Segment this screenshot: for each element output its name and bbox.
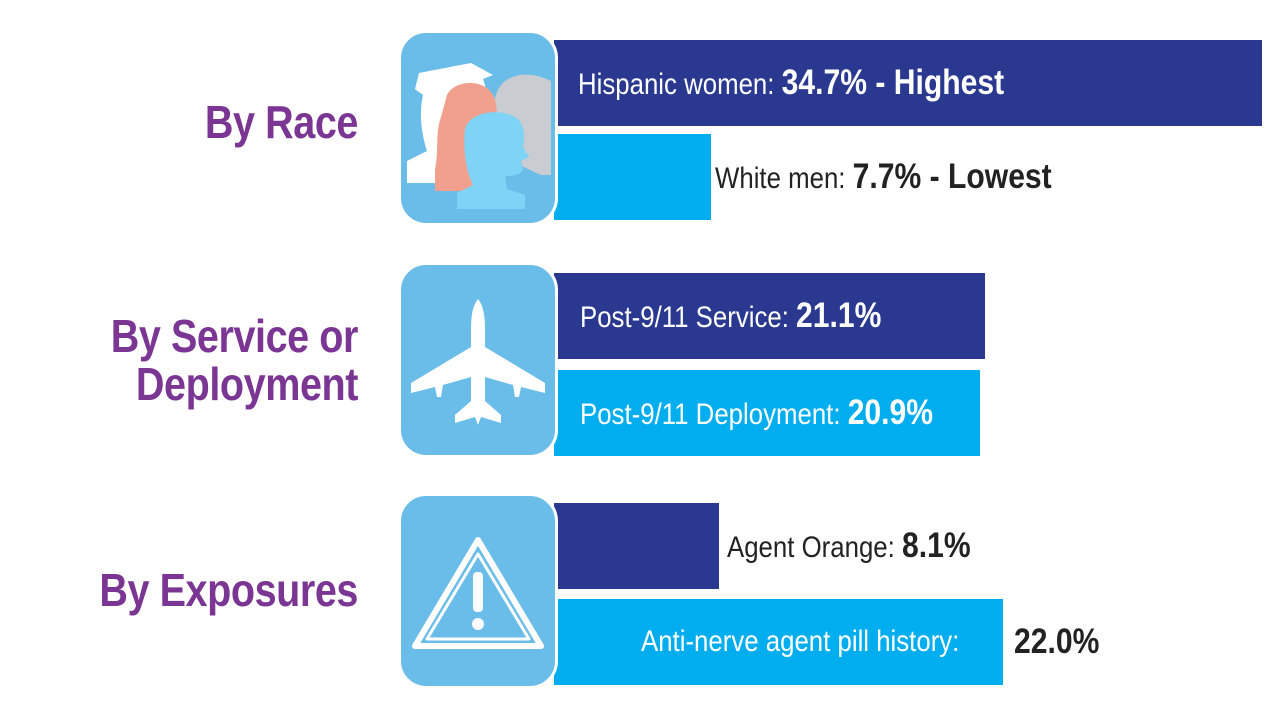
bar-value-label: 8.1% [901,526,971,565]
warning-triangle-icon [398,493,558,689]
bar-post-911-deployment [554,370,980,456]
bar-label-prefix: Anti-nerve agent pill history: [641,625,960,658]
bar-label-prefix: Post-9/11 Service: [580,301,797,334]
bar-label-anti-nerve-agent: Anti-nerve agent pill history: [641,599,959,685]
people-profiles-icon [398,30,558,226]
bar-label-prefix: Post-9/11 Deployment: [580,398,848,431]
group-label-service-line1: By Service or [110,310,359,362]
bar-post-911-service [554,273,985,359]
bar-agent-orange [554,503,719,589]
bar-label-post-911-deployment: Post-9/11 Deployment: 20.9% [580,370,933,458]
bar-white-men [554,134,711,220]
bar-value-anti-nerve-agent: 22.0% [1014,599,1099,687]
bar-label-prefix: White men: [715,162,853,195]
airplane-icon [398,262,558,458]
bar-value-label: 20.9% [847,393,934,432]
group-label-service-line2: Deployment [135,358,359,410]
bar-anti-nerve-agent [554,599,1003,685]
bar-label-agent-orange: Agent Orange: 8.1% [727,503,971,591]
bar-label-post-911-service: Post-9/11 Service: 21.1% [580,273,881,361]
bar-label-prefix: Agent Orange: [727,531,902,564]
bar-value-label: 22.0% [1014,622,1100,661]
bar-value-label: 34.7% - Highest [781,63,1005,102]
bar-label-prefix: Hispanic women: [578,68,782,101]
bar-value-label: 21.1% [796,296,882,335]
bar-value-label: 7.7% - Lowest [852,157,1052,196]
group-label-service: By Service or Deployment [48,310,359,410]
group-label-exposures: By Exposures [99,564,358,616]
bar-label-white-men: White men: 7.7% - Lowest [715,134,1052,222]
bar-hispanic-women [554,40,1262,126]
bar-label-hispanic-women: Hispanic women: 34.7% - Highest [578,40,1004,128]
group-label-race: By Race [204,96,359,148]
